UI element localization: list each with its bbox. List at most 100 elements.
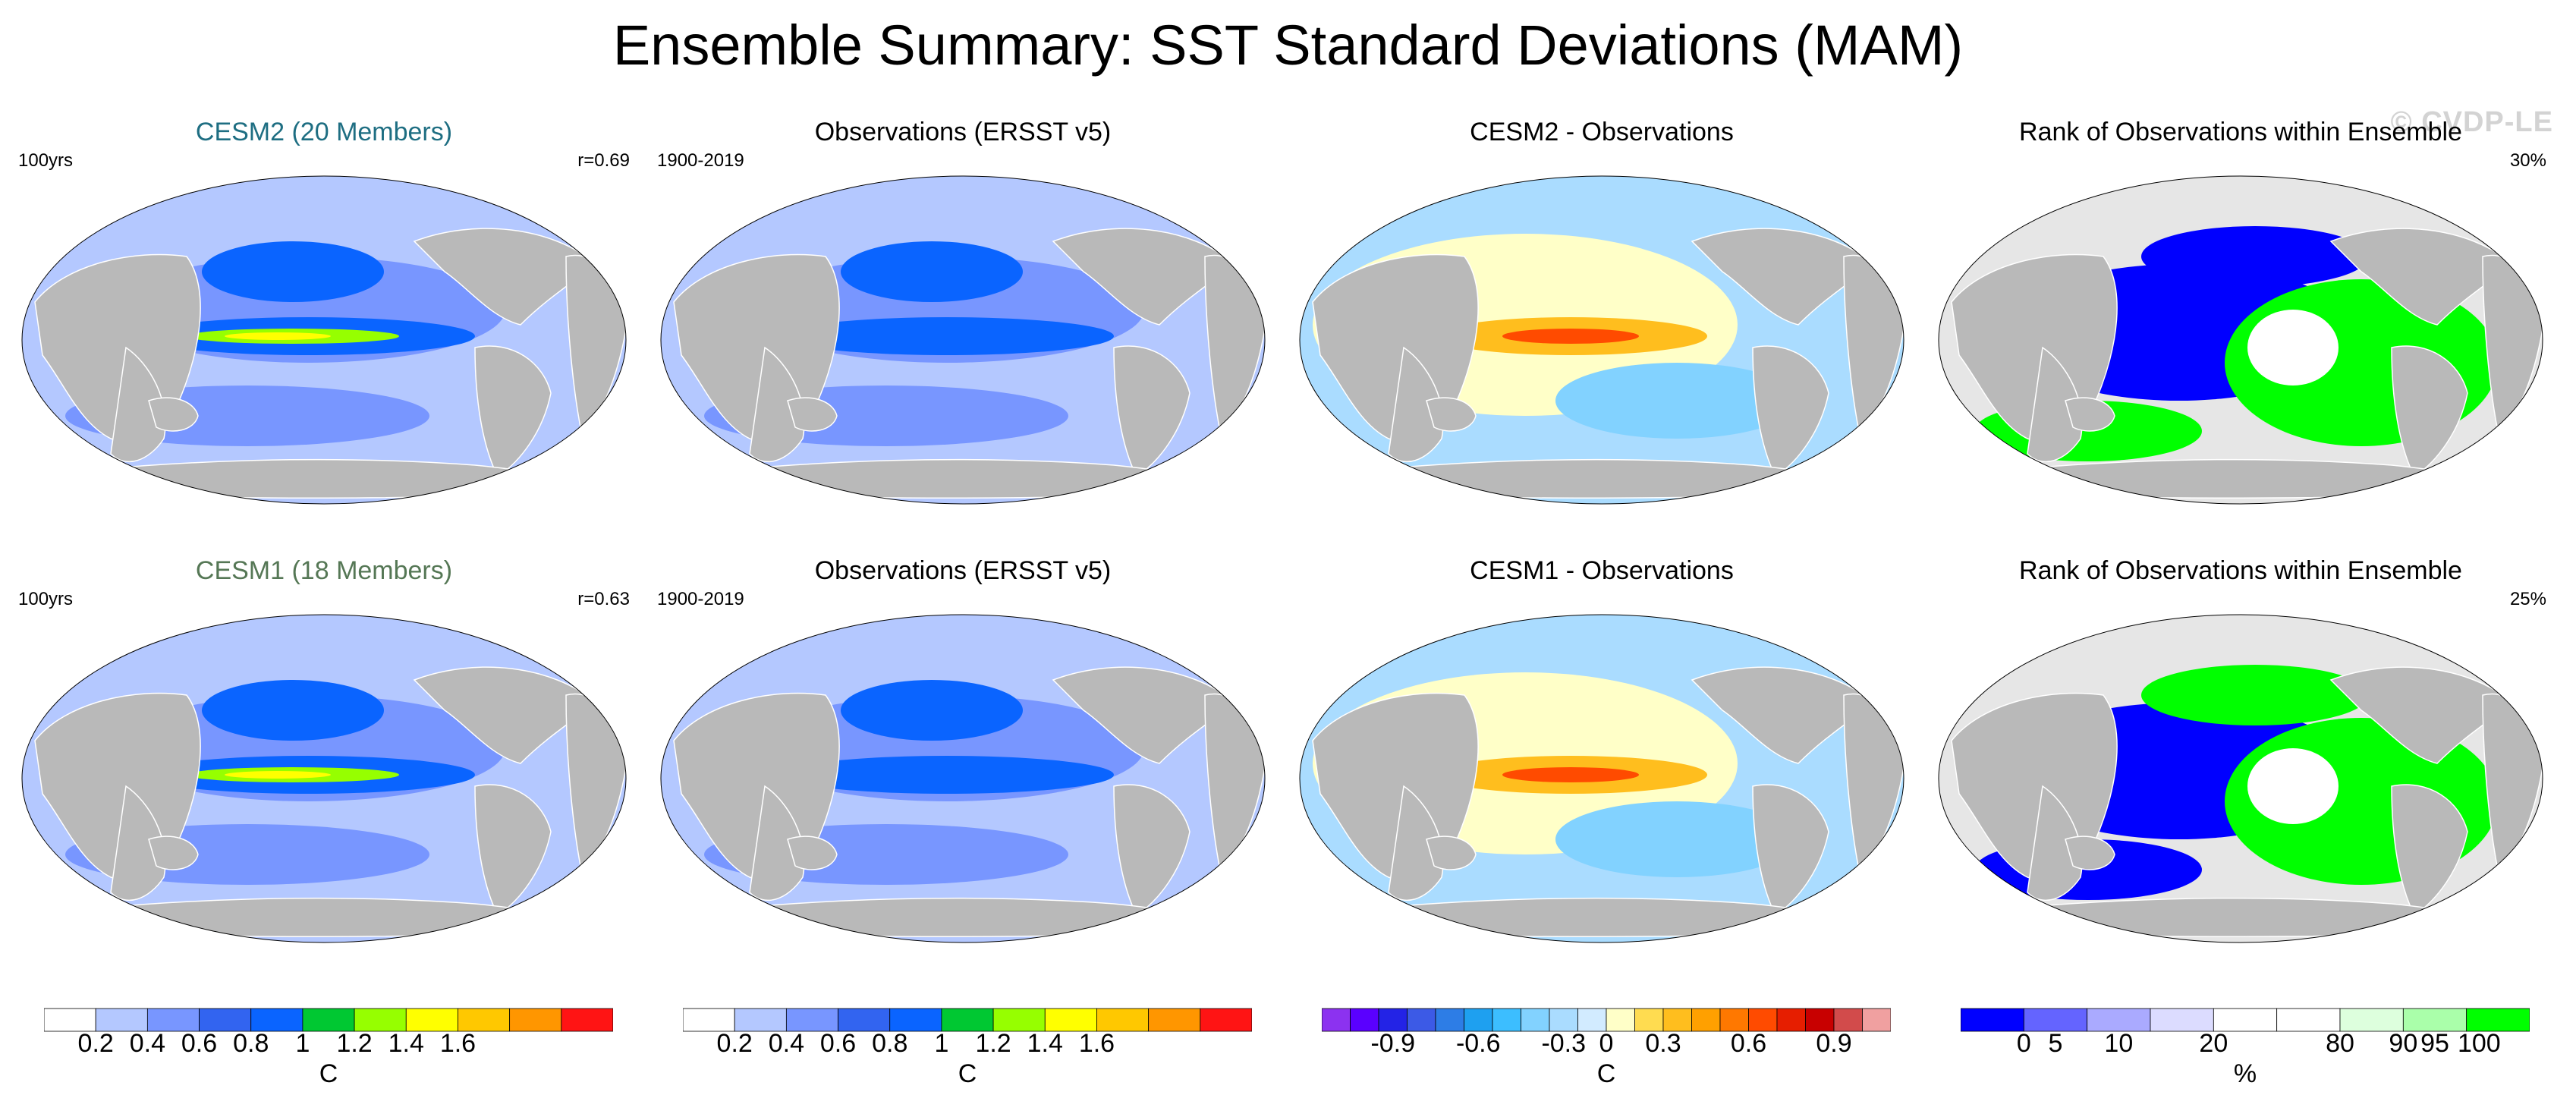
map-border: [1938, 614, 2543, 943]
colorbar-tick-label: 80: [2326, 1029, 2354, 1058]
map-obs-sd-1: [660, 175, 1266, 505]
panel-cesm1-sd: CESM1 (18 Members) 100yrs r=0.63: [5, 552, 643, 993]
panel-title: CESM2 - Observations: [1470, 118, 1734, 146]
colorbar-tick-label: 10: [2104, 1029, 2134, 1058]
colorbar-rank: % 0 5 10 20 80 90 95 100: [1961, 1008, 2530, 1106]
panel-title: CESM2 (20 Members): [195, 118, 453, 146]
land-mass: [787, 397, 838, 432]
colorbar-swatch: [2150, 1008, 2214, 1032]
colorbar-tick-label: 0.2: [77, 1029, 114, 1058]
colorbar-tick-label: 0.3: [1645, 1029, 1681, 1058]
map-cesm1-diff: [1299, 614, 1904, 943]
colorbar-tick-label: 0.9: [1816, 1029, 1852, 1058]
colorbar-swatch: [1862, 1008, 1891, 1032]
land-mass: [1113, 784, 1190, 917]
diff-contour: [1555, 801, 1798, 877]
panel-cesm1-rank: Rank of Observations within Ensemble 25%: [1921, 552, 2560, 993]
panel-right-note: 30%: [2509, 150, 2546, 171]
land-mass: [2391, 345, 2468, 478]
panel-left-note: 1900-2019: [657, 150, 744, 171]
colorbar-swatch: [44, 1008, 96, 1032]
land-mass: [2027, 785, 2083, 901]
panel-title: CESM1 - Observations: [1470, 556, 1734, 585]
rank-field: [2141, 665, 2369, 725]
panel-title: Observations (ERSST v5): [814, 556, 1112, 585]
colorbar-tick-label: 0.6: [819, 1029, 857, 1058]
rank-field: [2141, 226, 2369, 287]
colorbar-tick-label: 0.4: [768, 1029, 804, 1058]
colorbar-swatch: [561, 1008, 613, 1032]
colorbar-tick-label: 90: [2389, 1029, 2418, 1058]
colorbar-swatch: [1776, 1008, 1806, 1032]
colorbar-swatches: [1322, 1008, 1891, 1032]
colorbar-swatch: [1435, 1008, 1464, 1032]
sd-contour: [841, 680, 1023, 741]
colorbar-swatch: [1378, 1008, 1408, 1032]
colorbar-tick-label: 5: [2048, 1029, 2063, 1058]
map-border: [1938, 175, 2543, 505]
map-border: [21, 175, 627, 505]
colorbar-tick-label: 0.2: [716, 1029, 753, 1058]
colorbar-sd-obs: C 0.2 0.4 0.6 0.8 1 1.2 1.4 1.6: [683, 1008, 1252, 1106]
colorbar-swatch: [1407, 1008, 1436, 1032]
map-border: [660, 175, 1266, 505]
colorbar-swatches: [44, 1008, 613, 1032]
map-cesm1-sd: [21, 614, 627, 943]
panel-title: CESM1 (18 Members): [195, 556, 453, 585]
panel-right-note: r=0.69: [577, 150, 630, 171]
colorbar-tick-label: 0.6: [1730, 1029, 1767, 1058]
colorbar-sd-model: C 0.2 0.4 0.6 0.8 1 1.2 1.4 1.6: [44, 1008, 613, 1106]
colorbar-tick-label: 95: [2420, 1029, 2449, 1058]
land-mass: [148, 836, 199, 870]
colorbar-tick-label: 1.6: [439, 1029, 477, 1058]
map-obs-sd-2: [660, 614, 1266, 943]
diff-contour: [1502, 767, 1639, 782]
colorbar-swatch: [458, 1008, 511, 1032]
colorbar-tick-label: 1.2: [975, 1029, 1011, 1058]
colorbar-swatch: [2087, 1008, 2151, 1032]
map-border: [1299, 175, 1904, 505]
map-cesm1-rank: [1938, 614, 2543, 943]
colorbar-swatch: [2276, 1008, 2341, 1032]
colorbar-swatch: [2339, 1008, 2404, 1032]
colorbar-tick-label: 1: [934, 1029, 949, 1058]
colorbar-swatch: [2023, 1008, 2088, 1032]
panel-left-note: 1900-2019: [657, 589, 744, 609]
land-mass: [1752, 784, 1829, 917]
colorbar-tick-label: 1.6: [1078, 1029, 1115, 1058]
panel-title: Rank of Observations within Ensemble: [2019, 118, 2462, 146]
sd-contour: [225, 771, 331, 779]
map-cesm2-diff: [1299, 175, 1904, 505]
colorbar-swatch: [785, 1008, 838, 1032]
colorbar-tick-label: -0.6: [1455, 1029, 1501, 1058]
land-mass: [110, 785, 166, 901]
sd-contour: [841, 241, 1023, 302]
colorbar-unit: %: [2233, 1059, 2257, 1088]
colorbar-swatch: [1833, 1008, 1863, 1032]
land-mass: [110, 346, 166, 462]
panel-obs-sd-2: Observations (ERSST v5) 1900-2019: [643, 552, 1282, 993]
land-mass: [474, 345, 552, 478]
panel-right-note: r=0.63: [577, 589, 630, 609]
colorbar-swatch: [1719, 1008, 1749, 1032]
map-border: [21, 614, 627, 943]
diff-contour: [1555, 363, 1798, 439]
land-mass: [1752, 345, 1829, 478]
land-mass: [749, 785, 805, 901]
land-mass: [148, 397, 199, 432]
land-mass: [749, 346, 805, 462]
panel-cesm2-rank: Rank of Observations within Ensemble 30%: [1921, 114, 2560, 554]
map-cesm2-rank: [1938, 175, 2543, 505]
colorbar-swatch: [2466, 1008, 2530, 1032]
colorbar-swatch: [889, 1008, 942, 1032]
rank-field: [2247, 748, 2339, 824]
colorbar-swatch: [941, 1008, 994, 1032]
colorbar-swatch: [1961, 1008, 2024, 1032]
sd-contour: [202, 241, 384, 302]
panel-cesm2-sd: CESM2 (20 Members) 100yrs r=0.69: [5, 114, 643, 554]
figure-title: Ensemble Summary: SST Standard Deviation…: [612, 14, 1964, 77]
colorbar-tick-label: 0: [1599, 1029, 1614, 1058]
colorbar-tick-label: 1.4: [388, 1029, 424, 1058]
colorbar-tick-label: 1.4: [1027, 1029, 1063, 1058]
colorbar-tick-label: 1: [295, 1029, 310, 1058]
